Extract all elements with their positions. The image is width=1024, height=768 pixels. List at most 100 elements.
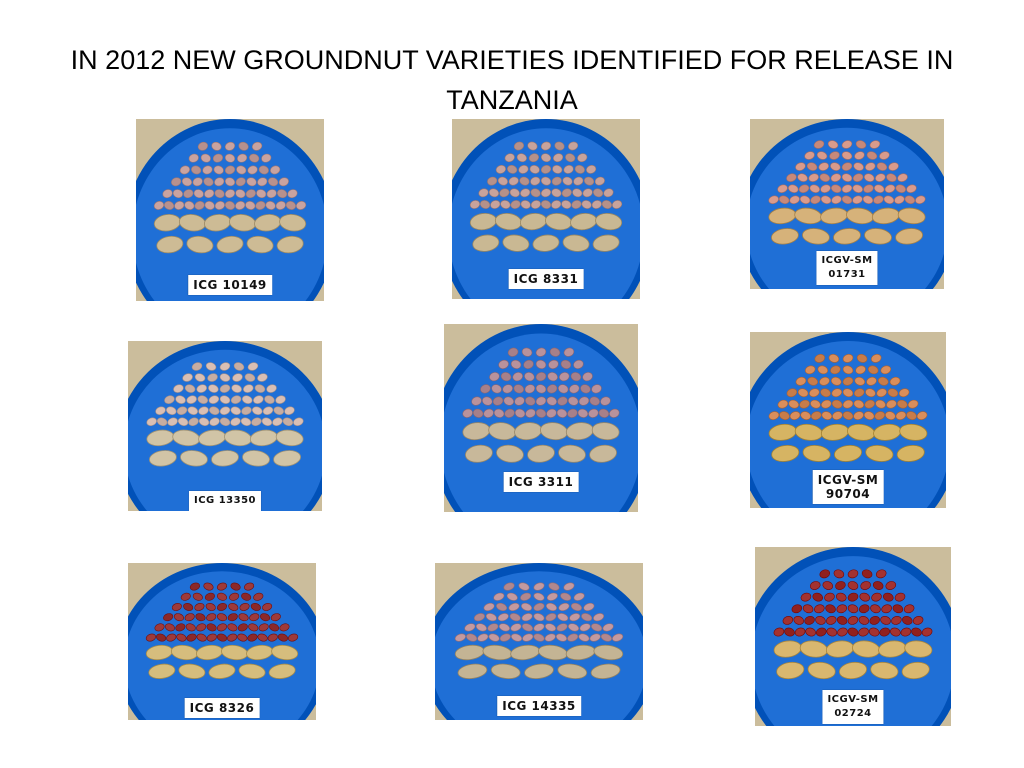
kernel xyxy=(847,627,859,637)
pod xyxy=(838,661,868,680)
pod xyxy=(149,450,177,467)
kernel xyxy=(786,388,798,398)
kernel xyxy=(251,417,262,426)
groundnut-bowl-illustration xyxy=(750,119,944,289)
kernel xyxy=(601,200,613,209)
kernel xyxy=(841,195,853,204)
kernel xyxy=(842,365,854,375)
pod xyxy=(527,444,555,463)
variety-photo-icg-8326: ICG 8326 xyxy=(128,563,316,720)
kernel xyxy=(866,376,877,386)
pod xyxy=(802,444,831,462)
kernel xyxy=(777,184,788,193)
kernel xyxy=(186,633,197,642)
pod xyxy=(833,228,861,245)
kernel xyxy=(808,173,819,182)
kernel xyxy=(592,188,604,198)
kernel xyxy=(203,582,214,591)
kernel xyxy=(188,417,199,426)
kernel xyxy=(214,177,225,187)
kernel xyxy=(209,406,220,415)
pod xyxy=(595,212,623,231)
kernel xyxy=(560,359,572,369)
kernel xyxy=(518,165,529,174)
kernel xyxy=(509,613,521,622)
kernel xyxy=(502,384,513,394)
kernel xyxy=(602,623,614,632)
pod xyxy=(242,450,270,467)
kernel xyxy=(904,195,916,204)
pod xyxy=(896,444,925,462)
kernel xyxy=(888,162,899,171)
kernel xyxy=(551,176,562,186)
kernel xyxy=(824,592,835,602)
kernel xyxy=(835,581,846,590)
kernel xyxy=(804,151,815,160)
kernel xyxy=(788,184,799,193)
kernel xyxy=(546,592,558,601)
kernel xyxy=(256,189,267,199)
kernel xyxy=(204,201,215,210)
kernel xyxy=(821,411,833,420)
kernel xyxy=(508,176,519,186)
kernel xyxy=(836,604,848,614)
kernel xyxy=(295,201,307,210)
kernel xyxy=(510,623,522,632)
kernel xyxy=(231,384,242,393)
pod xyxy=(186,235,214,254)
kernel xyxy=(284,406,295,415)
kernel xyxy=(568,623,580,632)
groundnut-bowl-illustration xyxy=(435,563,643,720)
kernel xyxy=(812,592,823,602)
groundnut-bowl-illustration xyxy=(136,119,324,301)
kernel xyxy=(511,633,523,642)
kernel xyxy=(865,162,876,171)
kernel xyxy=(895,411,907,420)
variety-photo-icgv-sm-02724: ICGV-SM 02724 xyxy=(755,547,951,726)
kernel xyxy=(841,162,853,171)
kernel xyxy=(213,165,224,175)
kernel xyxy=(881,604,892,614)
kernel xyxy=(874,184,885,193)
pod xyxy=(276,235,304,254)
kernel xyxy=(889,376,901,386)
kernel xyxy=(253,592,264,601)
kernel xyxy=(171,177,182,187)
kernel xyxy=(870,354,882,363)
kernel xyxy=(832,411,843,420)
kernel xyxy=(516,153,527,163)
kernel xyxy=(831,388,843,398)
kernel xyxy=(554,141,565,151)
kernel xyxy=(483,408,494,418)
kernel xyxy=(185,623,196,632)
kernel xyxy=(184,201,195,210)
kernel xyxy=(810,411,822,420)
kernel xyxy=(235,177,246,187)
kernel xyxy=(146,417,157,426)
kernel xyxy=(567,408,578,418)
kernel xyxy=(154,623,165,632)
kernel xyxy=(255,201,266,210)
kernel xyxy=(546,396,557,406)
kernel xyxy=(559,372,570,382)
kernel xyxy=(578,396,590,406)
kernel xyxy=(202,165,213,175)
kernel xyxy=(166,406,177,415)
pod xyxy=(802,228,830,245)
kernel xyxy=(885,581,897,590)
kernel xyxy=(860,581,871,590)
kernel xyxy=(814,354,826,363)
kernel xyxy=(814,604,825,614)
kernel xyxy=(546,408,557,418)
kernel xyxy=(879,151,890,160)
kernel xyxy=(242,395,253,404)
variety-photo-icg-13350: ICG 13350 xyxy=(128,341,322,511)
kernel xyxy=(810,195,821,204)
kernel xyxy=(238,141,249,151)
kernel xyxy=(275,201,286,210)
kernel xyxy=(514,396,525,406)
kernel xyxy=(784,627,795,637)
kernel xyxy=(180,592,191,601)
kernel xyxy=(163,613,174,622)
kernel xyxy=(244,582,255,591)
